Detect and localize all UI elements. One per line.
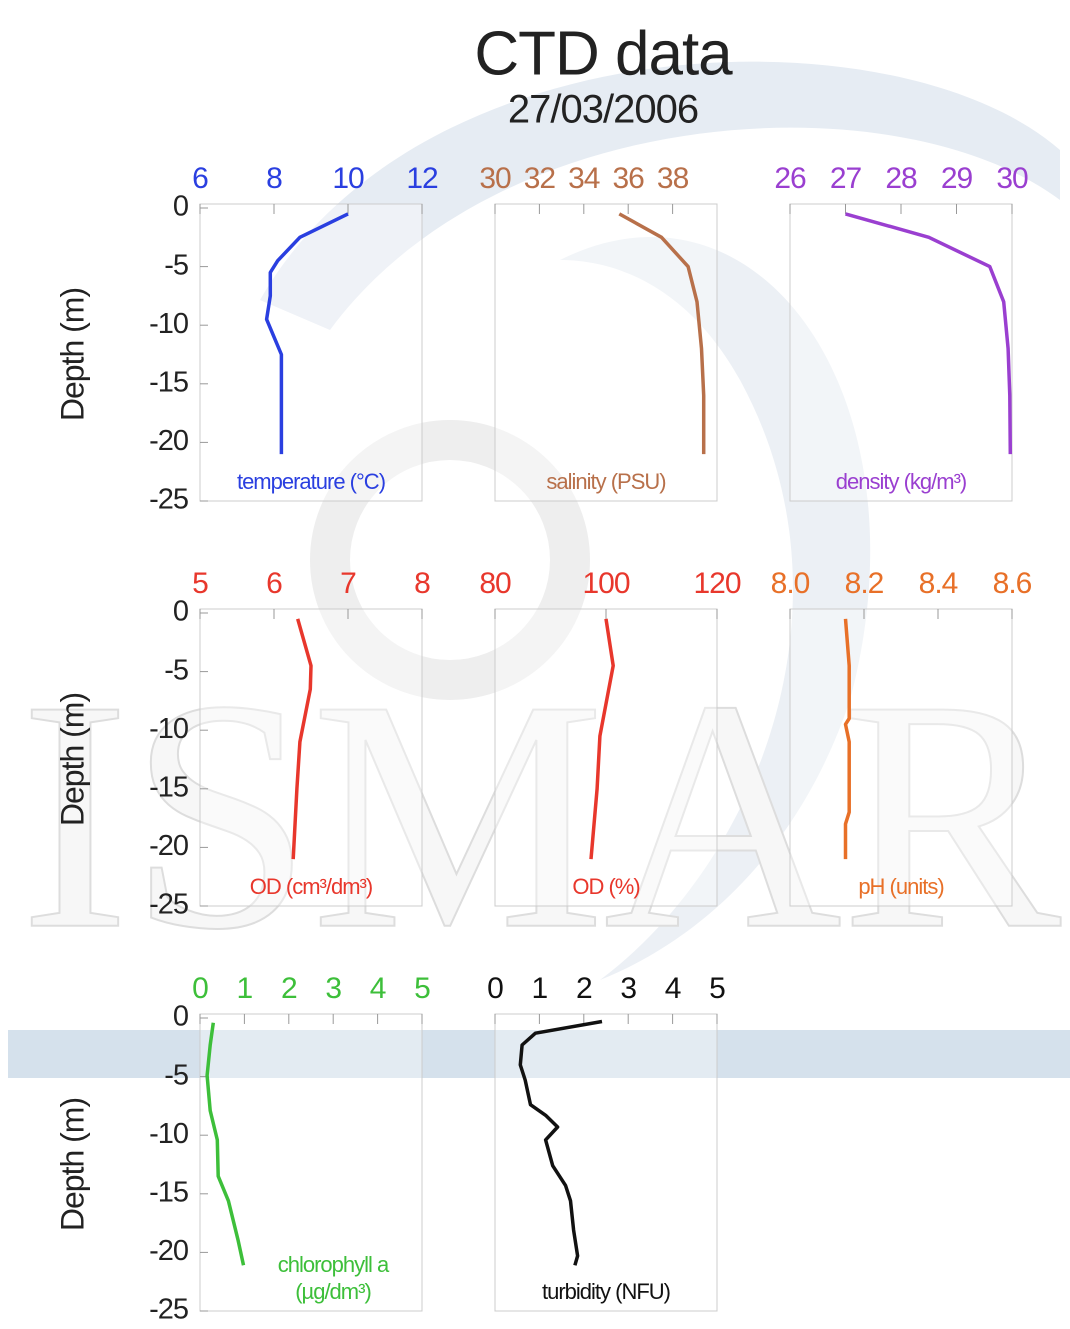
x-tick-label: 3	[325, 972, 341, 1005]
x-axis-label: OD (%)	[572, 874, 639, 899]
x-tick-label: 8.2	[845, 567, 884, 600]
x-tick-label: 5	[192, 567, 208, 600]
chart-subtitle: 27/03/2006	[508, 88, 698, 132]
y-tick-label: -5	[164, 249, 188, 281]
x-axis-label: salinity (PSU)	[546, 469, 665, 494]
x-tick-label: 36	[613, 162, 645, 195]
plot-frame	[495, 609, 717, 906]
x-tick-label: 4	[370, 972, 386, 1005]
y-tick-label: -5	[164, 1059, 188, 1091]
y-tick-label: -15	[149, 1176, 188, 1208]
plot-frame	[200, 204, 422, 501]
x-tick-label: 34	[568, 162, 600, 195]
x-axis-label: temperature (°C)	[237, 469, 385, 494]
x-tick-label: 12	[406, 162, 438, 195]
x-tick-label: 2	[281, 972, 297, 1005]
x-tick-label: 6	[266, 567, 282, 600]
x-tick-label: 38	[657, 162, 689, 195]
chart-title: CTD data	[474, 19, 733, 88]
x-axis-label: OD (cm³/dm³)	[250, 874, 372, 899]
x-tick-label: 8	[266, 162, 282, 195]
x-tick-label: 28	[885, 162, 917, 195]
x-tick-label: 2	[576, 972, 592, 1005]
y-tick-label: -20	[149, 830, 188, 862]
x-tick-label: 27	[830, 162, 862, 195]
x-tick-label: 4	[665, 972, 681, 1005]
y-axis-label: Depth (m)	[54, 288, 90, 421]
y-tick-label: -25	[149, 889, 188, 921]
x-tick-label: 30	[996, 162, 1028, 195]
x-tick-label: 0	[487, 972, 503, 1005]
y-tick-label: -25	[149, 484, 188, 516]
plot-frame	[790, 609, 1012, 906]
x-tick-label: 6	[192, 162, 208, 195]
x-tick-label: 0	[192, 972, 208, 1005]
y-axis-label: Depth (m)	[54, 1098, 90, 1231]
y-tick-label: -15	[149, 366, 188, 398]
x-tick-label: 1	[532, 972, 548, 1005]
plot-frame	[495, 1014, 717, 1311]
x-tick-label: 8	[414, 567, 430, 600]
x-tick-label: 5	[414, 972, 430, 1005]
y-tick-label: -15	[149, 771, 188, 803]
x-tick-label: 120	[693, 567, 740, 600]
x-axis-label: chlorophyll a	[278, 1252, 390, 1277]
plot-frame	[790, 204, 1012, 501]
x-axis-label: density (kg/m³)	[836, 469, 966, 494]
x-tick-label: 8.0	[771, 567, 810, 600]
x-tick-label: 1	[237, 972, 253, 1005]
chart: ISMAR CTD data 27/03/2006 6810120-5-10-1…	[0, 0, 1070, 1329]
y-tick-label: -25	[149, 1294, 188, 1326]
x-axis-label: (µg/dm³)	[295, 1279, 371, 1304]
x-tick-label: 32	[524, 162, 556, 195]
plot-frame	[495, 204, 717, 501]
plot-frame	[200, 609, 422, 906]
y-tick-label: 0	[173, 1001, 188, 1033]
y-tick-label: -20	[149, 1235, 188, 1267]
x-axis-label: pH (units)	[858, 874, 943, 899]
y-tick-label: -10	[149, 308, 188, 340]
x-tick-label: 7	[340, 567, 356, 600]
y-tick-label: -10	[149, 1118, 188, 1150]
y-tick-label: -5	[164, 654, 188, 686]
x-tick-label: 30	[479, 162, 511, 195]
x-tick-label: 5	[709, 972, 725, 1005]
x-tick-label: 10	[332, 162, 364, 195]
x-tick-label: 8.4	[919, 567, 958, 600]
y-tick-label: -20	[149, 425, 188, 457]
x-tick-label: 80	[479, 567, 511, 600]
x-tick-label: 26	[774, 162, 806, 195]
y-axis-label: Depth (m)	[54, 693, 90, 826]
x-tick-label: 3	[620, 972, 636, 1005]
x-axis-label: turbidity (NFU)	[542, 1279, 670, 1304]
y-tick-label: -10	[149, 713, 188, 745]
y-tick-label: 0	[173, 191, 188, 223]
x-tick-label: 8.6	[993, 567, 1032, 600]
x-tick-label: 29	[941, 162, 973, 195]
y-tick-label: 0	[173, 596, 188, 628]
x-tick-label: 100	[582, 567, 629, 600]
